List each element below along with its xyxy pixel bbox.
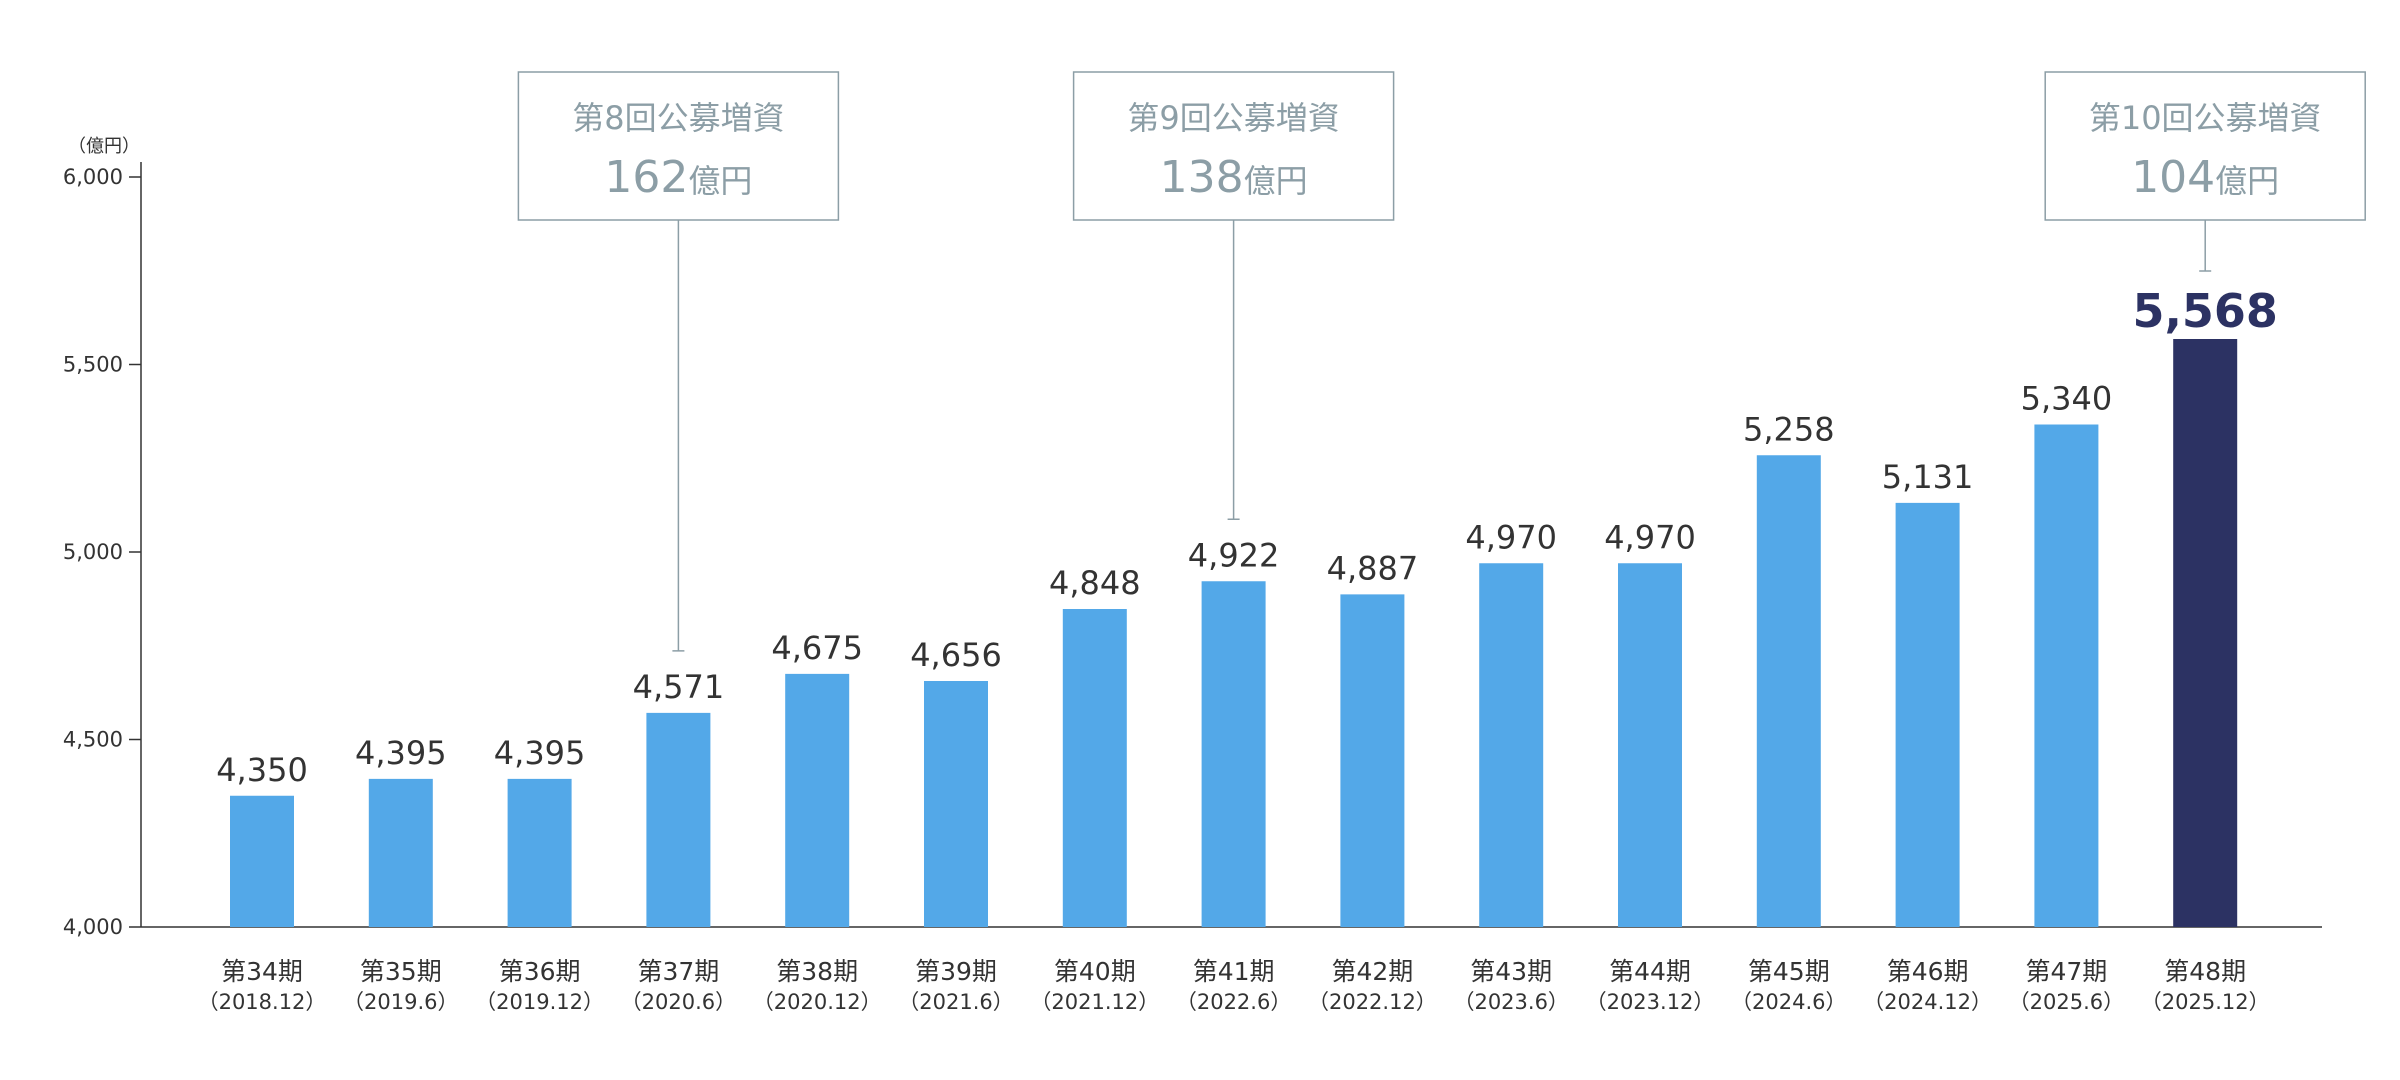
- callout-amount-number: 104: [2131, 152, 2215, 203]
- callout-amount: 162億円: [604, 152, 752, 203]
- callout-title: 第9回公募増資: [1127, 99, 1339, 137]
- x-tick-label: 第48期: [2164, 957, 2246, 986]
- x-tick-label: 第42期: [1331, 957, 1413, 986]
- callout-amount-unit: 億円: [1244, 162, 1308, 200]
- bar: [230, 795, 294, 927]
- bar: [1618, 563, 1682, 927]
- data-label: 5,340: [2021, 380, 2113, 418]
- y-axis-unit-label: （億円）: [68, 136, 140, 157]
- data-label: 4,922: [1188, 536, 1280, 574]
- x-tick-label: 第43期: [1470, 957, 1552, 986]
- bar: [2034, 424, 2099, 927]
- bar: [1201, 581, 1266, 927]
- x-tick-period-label: （2021.12）: [1030, 990, 1159, 1014]
- bar: [1340, 594, 1405, 927]
- bar: [1062, 609, 1127, 927]
- x-tick-period-label: （2025.12）: [2141, 990, 2270, 1014]
- x-tick-label: 第37期: [637, 957, 719, 986]
- x-tick-label: 第41期: [1193, 957, 1275, 986]
- bar: [507, 778, 572, 927]
- x-tick-period-label: （2018.12）: [198, 990, 327, 1014]
- x-tick-label: 第34期: [221, 957, 303, 986]
- bar: [1895, 502, 1960, 927]
- x-tick-period-label: （2020.6）: [621, 990, 736, 1014]
- callout-box: [1072, 71, 1395, 221]
- x-tick-label: 第35期: [360, 957, 442, 986]
- bar: [368, 778, 433, 927]
- callout-title: 第8回公募増資: [572, 99, 784, 137]
- y-tick-label: 5,500: [63, 353, 123, 377]
- x-tick-period-label: （2022.6）: [1176, 990, 1291, 1014]
- data-label: 4,395: [355, 734, 447, 772]
- chart-labels: 4,350 第34期 （2018.12） 4,395 第35期 （2019.6） 4,395…: [198, 284, 2278, 1014]
- bar: [646, 712, 711, 927]
- data-label: 5,131: [1882, 458, 1974, 496]
- x-tick-period-label: （2024.12）: [1863, 990, 1992, 1014]
- x-tick-period-label: （2023.12）: [1586, 990, 1715, 1014]
- x-tick-period-label: （2020.12）: [753, 990, 882, 1014]
- data-label: 5,258: [1743, 410, 1835, 448]
- x-tick-period-label: （2024.6）: [1731, 990, 1846, 1014]
- chart-axes: （億円） 4,000 4,500 5,000 5,500 6,000: [63, 136, 2322, 939]
- chart-bars: [230, 339, 2238, 927]
- callout-amount-unit: 億円: [2215, 162, 2279, 200]
- callout-amount-unit: 億円: [688, 162, 752, 200]
- x-tick-period-label: （2019.12）: [475, 990, 604, 1014]
- x-tick-period-label: （2025.6）: [2009, 990, 2124, 1014]
- callout-amount-number: 138: [1160, 152, 1244, 203]
- x-tick-label: 第46期: [1887, 957, 1969, 986]
- x-tick-label: 第36期: [499, 957, 581, 986]
- x-tick-label: 第39期: [915, 957, 997, 986]
- x-tick-period-label: （2023.6）: [1453, 990, 1568, 1014]
- data-label: 4,350: [216, 751, 308, 789]
- callout-amount: 138億円: [1160, 152, 1308, 203]
- x-tick-label: 第40期: [1054, 957, 1136, 986]
- x-tick-label: 第47期: [2025, 957, 2107, 986]
- data-label: 4,395: [494, 734, 586, 772]
- data-label: 4,970: [1465, 518, 1557, 556]
- callout-title: 第10回公募増資: [2089, 99, 2322, 137]
- y-tick-label: 5,000: [63, 540, 123, 564]
- bar: [1479, 563, 1544, 927]
- y-tick-label: 6,000: [63, 165, 123, 189]
- callout-amount-number: 162: [604, 152, 688, 203]
- bar: [785, 673, 850, 927]
- data-label: 4,848: [1049, 564, 1141, 602]
- bar: [924, 681, 988, 927]
- bar-highlight: [2173, 339, 2238, 927]
- x-tick-period-label: （2022.12）: [1308, 990, 1437, 1014]
- y-tick-label: 4,000: [63, 915, 123, 939]
- x-tick-label: 第45期: [1748, 957, 1830, 986]
- data-label: 4,970: [1604, 518, 1696, 556]
- data-label: 4,656: [910, 636, 1002, 674]
- y-tick-label: 4,500: [63, 728, 123, 752]
- bar: [1756, 455, 1821, 927]
- data-label: 4,571: [633, 668, 725, 706]
- x-tick-period-label: （2019.6）: [343, 990, 458, 1014]
- callout-box: [517, 71, 840, 221]
- x-tick-period-label: （2021.6）: [898, 990, 1013, 1014]
- callout-amount: 104億円: [2131, 152, 2279, 203]
- data-label: 4,887: [1327, 549, 1419, 587]
- callout-box: [2044, 71, 2366, 221]
- data-label-highlight: 5,568: [2132, 284, 2278, 338]
- x-tick-label: 第44期: [1609, 957, 1691, 986]
- x-tick-label: 第38期: [776, 957, 858, 986]
- data-label: 4,675: [771, 629, 863, 667]
